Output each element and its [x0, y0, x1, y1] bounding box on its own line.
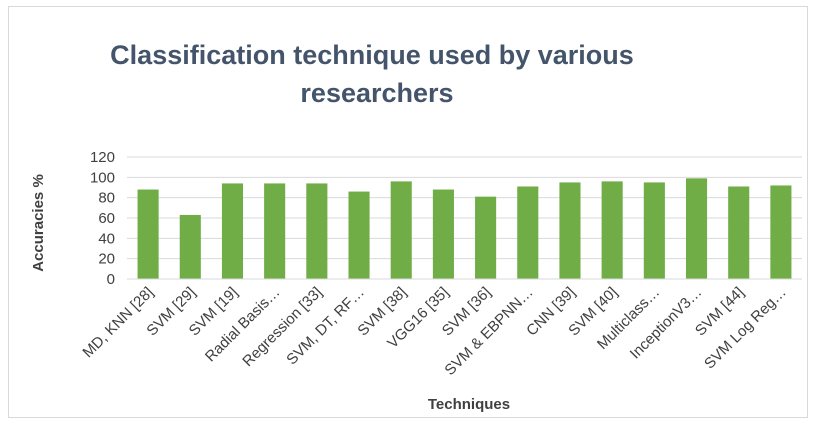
bar	[432, 189, 454, 279]
chart-title-line-2: researchers	[300, 78, 453, 108]
y-tick-label: 80	[98, 190, 115, 207]
y-tick-label: 20	[98, 251, 115, 268]
bar	[390, 181, 412, 279]
chart-title-line-1: Classification technique used by various	[110, 40, 634, 70]
bar	[517, 186, 539, 279]
bar	[179, 214, 201, 279]
y-tick-label: 120	[90, 149, 115, 166]
chart-frame: Classification technique used by various…	[8, 6, 808, 418]
x-category-label: MD, KNN [28]	[79, 284, 156, 361]
bar	[728, 186, 750, 279]
bars	[137, 178, 792, 279]
x-axis-title: Techniques	[428, 396, 510, 413]
bar	[601, 181, 623, 279]
bar	[137, 189, 159, 279]
bar	[643, 182, 665, 279]
y-tick-label: 60	[98, 210, 115, 227]
x-category-label: Radial Basis…	[202, 284, 284, 366]
bar	[221, 183, 244, 279]
bar	[559, 182, 581, 279]
bar	[348, 191, 370, 279]
bar	[770, 185, 792, 279]
y-tick-label: 40	[98, 230, 115, 247]
y-axis-title: Accuracies %	[30, 174, 47, 272]
bar	[306, 183, 328, 279]
bar-chart: Classification technique used by various…	[30, 40, 802, 413]
bar	[475, 196, 497, 279]
bar	[264, 183, 286, 279]
bar	[685, 178, 708, 279]
y-axis-ticks: 0 20 40 60 80 100 120	[90, 149, 115, 288]
y-tick-label: 0	[107, 271, 115, 288]
x-axis-categories: MD, KNN [28]SVM [29]SVM [19]Radial Basis…	[79, 284, 789, 379]
y-tick-label: 100	[90, 169, 115, 186]
